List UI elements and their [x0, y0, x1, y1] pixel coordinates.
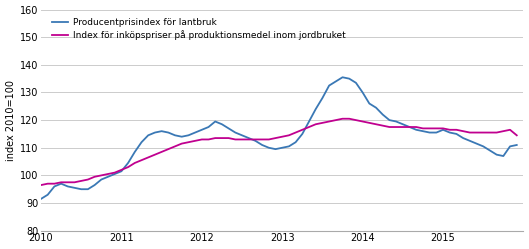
Producentprisindex för lantbruk — [340, 76, 346, 79]
Producentprisindex för lantbruk — [38, 197, 44, 200]
Index för inköpspriser på produktionsmedel inom jordbruket — [366, 121, 372, 124]
Index för inköpspriser på produktionsmedel inom jordbruket — [105, 173, 111, 176]
Index för inköpspriser på produktionsmedel inom jordbruket — [306, 125, 312, 128]
Producentprisindex för lantbruk — [346, 77, 352, 80]
Line: Producentprisindex för lantbruk: Producentprisindex för lantbruk — [41, 77, 517, 199]
Index för inköpspriser på produktionsmedel inom jordbruket — [152, 153, 158, 156]
Producentprisindex för lantbruk — [514, 143, 520, 146]
Producentprisindex för lantbruk — [306, 120, 312, 123]
Producentprisindex för lantbruk — [199, 128, 205, 131]
Producentprisindex för lantbruk — [366, 102, 372, 105]
Producentprisindex för lantbruk — [152, 131, 158, 134]
Index för inköpspriser på produktionsmedel inom jordbruket — [38, 184, 44, 187]
Index för inköpspriser på produktionsmedel inom jordbruket — [199, 138, 205, 141]
Index för inköpspriser på produktionsmedel inom jordbruket — [346, 117, 352, 120]
Producentprisindex för lantbruk — [105, 175, 111, 178]
Y-axis label: index 2010=100: index 2010=100 — [6, 80, 15, 161]
Index för inköpspriser på produktionsmedel inom jordbruket — [340, 117, 346, 120]
Index för inköpspriser på produktionsmedel inom jordbruket — [514, 134, 520, 137]
Legend: Producentprisindex för lantbruk, Index för inköpspriser på produktionsmedel inom: Producentprisindex för lantbruk, Index f… — [50, 16, 348, 42]
Line: Index för inköpspriser på produktionsmedel inom jordbruket: Index för inköpspriser på produktionsmed… — [41, 119, 517, 185]
